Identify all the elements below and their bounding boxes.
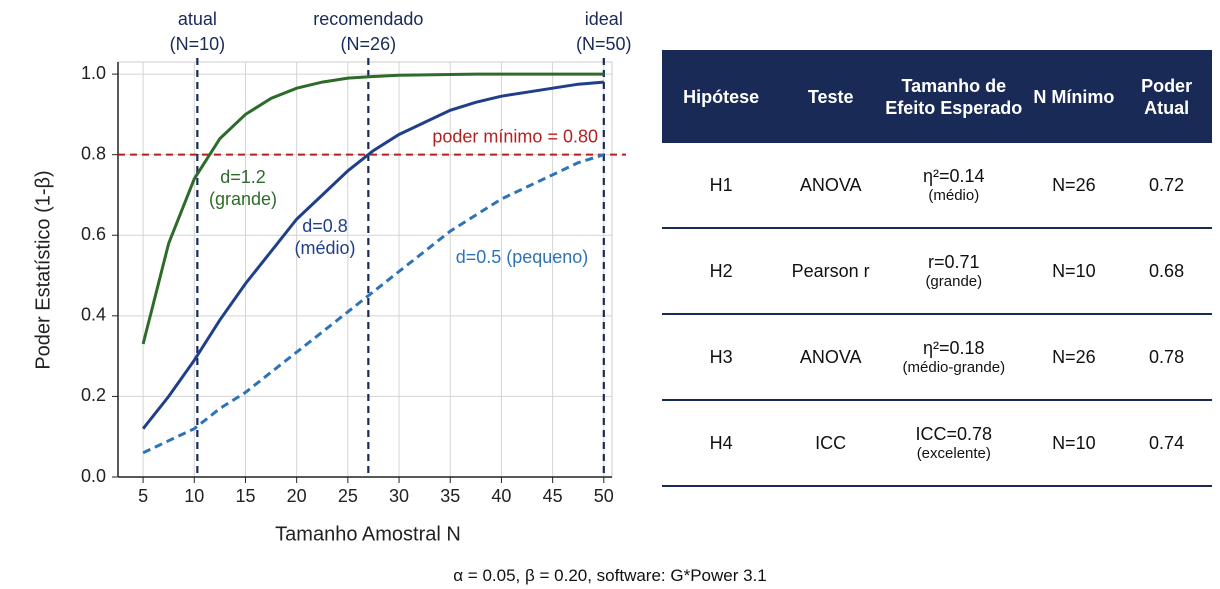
table-cell: H4 bbox=[662, 400, 781, 487]
x-tick-label: 30 bbox=[389, 486, 409, 506]
series-line bbox=[141, 72, 604, 345]
table-cell: H3 bbox=[662, 314, 781, 401]
table-cell: ICC=0.78 (excelente) bbox=[881, 400, 1027, 487]
footnote: α = 0.05, β = 0.20, software: G*Power 3.… bbox=[453, 566, 767, 585]
x-tick-label: 5 bbox=[138, 486, 148, 506]
header-cell: Poder Atual bbox=[1121, 50, 1212, 143]
threshold-label: poder mínimo = 0.80 bbox=[432, 126, 598, 146]
table-cell: 0.68 bbox=[1121, 228, 1212, 315]
series-note: (grande) bbox=[209, 189, 277, 209]
effect-note: (médio-grande) bbox=[902, 359, 1006, 376]
y-tick-label: 0.8 bbox=[81, 143, 106, 163]
y-tick-label: 0.4 bbox=[81, 305, 106, 325]
table-cell: N=10 bbox=[1026, 400, 1122, 487]
effect-size: ICC=0.78 bbox=[915, 424, 993, 444]
table-row: H2 Pearson r r=0.71 (grande) N=10 0.68 bbox=[662, 228, 1212, 315]
x-tick-label: 40 bbox=[491, 486, 511, 506]
table-cell: ANOVA bbox=[780, 314, 882, 401]
table-row: H1 ANOVA η²=0.14 (médio) N=26 0.72 bbox=[662, 143, 1212, 229]
series-label: d=0.8 bbox=[302, 216, 348, 236]
y-tick-label: 0.2 bbox=[81, 385, 106, 405]
header-cell: Hipótese bbox=[662, 50, 781, 143]
effect-size: η²=0.18 bbox=[923, 338, 985, 358]
x-axis-label: Tamanho Amostral N bbox=[275, 523, 461, 545]
table-body: H1 ANOVA η²=0.14 (médio) N=26 0.72 H2 Pearson r… bbox=[662, 143, 1212, 487]
x-tick-label: 25 bbox=[338, 486, 358, 506]
reference-sublabel: (N=10) bbox=[170, 34, 226, 54]
table-cell: 0.72 bbox=[1121, 143, 1212, 229]
table-cell: ANOVA bbox=[780, 143, 882, 229]
effect-note: (médio) bbox=[928, 187, 980, 204]
chart: Tamanho Amostral N Poder Estatístico (1-… bbox=[32, 9, 632, 546]
table-cell: H2 bbox=[662, 228, 781, 315]
reference-label: ideal bbox=[585, 9, 623, 29]
table-row: H4 ICC ICC=0.78 (excelente) N=10 0.74 bbox=[662, 400, 1212, 487]
effect-size: η²=0.14 bbox=[923, 166, 985, 186]
table: Hipótese Teste Tamanho de Efeito Esperado N… bbox=[662, 50, 1212, 487]
y-axis-label: Poder Estatístico (1-β) bbox=[32, 170, 54, 369]
x-tick-label: 35 bbox=[440, 486, 460, 506]
x-tick-label: 50 bbox=[594, 486, 614, 506]
table-cell: Pearson r bbox=[780, 228, 882, 315]
plot-frame bbox=[117, 61, 613, 478]
table-cell: N=26 bbox=[1026, 143, 1122, 229]
header-cell: Teste bbox=[780, 50, 882, 143]
series-line bbox=[142, 153, 605, 455]
table-cell: r=0.71 (grande) bbox=[881, 228, 1027, 315]
table-cell: 0.74 bbox=[1121, 400, 1212, 487]
x-tick-label: 10 bbox=[184, 486, 204, 506]
x-tick-label: 20 bbox=[287, 486, 307, 506]
reference-label: recomendado bbox=[313, 9, 423, 29]
effect-note: (grande) bbox=[925, 273, 983, 290]
table-cell: 0.78 bbox=[1121, 314, 1212, 401]
header-row: Hipótese Teste Tamanho de Efeito Esperado N… bbox=[662, 50, 1212, 143]
series-label: d=1.2 bbox=[220, 167, 266, 187]
series-line bbox=[141, 80, 604, 430]
effect-note: (excelente) bbox=[916, 445, 991, 462]
x-tick-label: 15 bbox=[235, 486, 255, 506]
y-tick-label: 0.0 bbox=[81, 466, 106, 486]
table-cell: η²=0.18 (médio-grande) bbox=[881, 314, 1027, 401]
reference-sublabel: (N=50) bbox=[576, 34, 632, 54]
series-note: (médio) bbox=[294, 238, 355, 258]
table-cell: ICC bbox=[780, 400, 882, 487]
reference-label: atual bbox=[178, 9, 217, 29]
table-cell: N=26 bbox=[1026, 314, 1122, 401]
y-tick-label: 0.6 bbox=[81, 224, 106, 244]
effect-size: r=0.71 bbox=[928, 252, 980, 272]
header-cell: N Mínimo bbox=[1026, 50, 1122, 143]
x-tick-label: 45 bbox=[543, 486, 563, 506]
table-cell: η²=0.14 (médio) bbox=[881, 143, 1027, 229]
table-row: H3 ANOVA η²=0.18 (médio-grande) N=26 0.78 bbox=[662, 314, 1212, 401]
series-label: d=0.5 (pequeno) bbox=[456, 247, 589, 267]
table-cell: N=10 bbox=[1026, 228, 1122, 315]
reference-sublabel: (N=26) bbox=[341, 34, 397, 54]
y-tick-label: 1.0 bbox=[81, 63, 106, 83]
header-cell: Tamanho de Efeito Esperado bbox=[881, 50, 1027, 143]
table-cell: H1 bbox=[662, 143, 781, 229]
